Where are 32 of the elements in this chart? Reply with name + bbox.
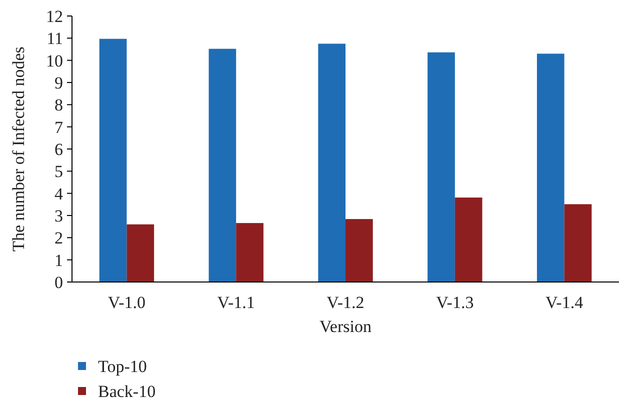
bar [99,38,127,282]
legend-label: Top-10 [98,356,147,376]
bar [236,223,264,282]
y-tick-label: 5 [54,162,63,182]
y-tick-label: 10 [46,51,63,70]
bar [454,198,482,282]
x-tick-label: V-1.1 [217,293,255,312]
y-tick-label: 9 [54,73,63,92]
bar [346,219,373,282]
x-tick-label: V-1.4 [545,293,584,312]
y-axis-title: The number of Infected nodes [9,46,28,252]
bar [318,44,346,282]
bar [428,52,455,282]
y-tick-label: 1 [54,250,63,270]
x-axis-title: Version [320,317,372,336]
bar [536,54,564,282]
y-tick-label: 2 [54,228,63,248]
x-tick-label: V-1.3 [436,293,474,312]
y-tick-label: 4 [54,184,64,204]
x-tick-label: V-1.2 [326,293,364,312]
y-tick-label: 11 [46,29,63,48]
bar [126,224,154,282]
y-tick-label: 3 [54,206,63,226]
bar [208,48,236,282]
legend-label: Back-10 [98,382,156,401]
y-tick-label: 12 [46,6,63,26]
bar [564,204,592,282]
y-tick-label: 7 [54,118,64,137]
y-tick-label: 8 [54,96,63,115]
y-tick-label: 0 [54,272,63,292]
x-tick-label: V-1.0 [108,293,146,312]
y-tick-label: 6 [54,140,63,159]
